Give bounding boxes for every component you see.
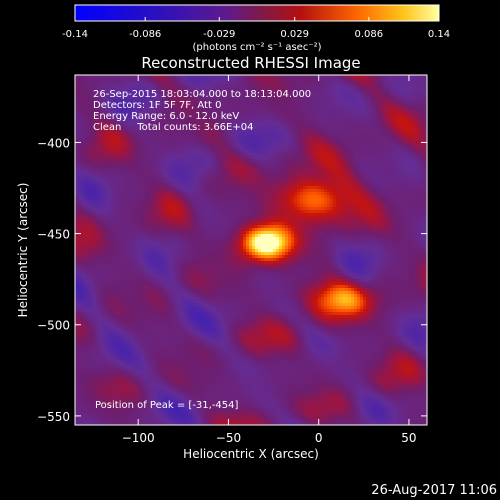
y-tick-label: −550 — [37, 410, 70, 424]
axes: −100 −50 0 50−400−450−500−550 — [37, 75, 427, 445]
y-tick-label: −450 — [37, 228, 70, 242]
y-tick-label: −500 — [37, 319, 70, 333]
info-block: 26-Sep-2015 18:03:04.000 to 18:13:04.000… — [93, 89, 311, 133]
y-tick-label: −400 — [37, 136, 70, 150]
x-tick-label: −100 — [122, 431, 155, 445]
x-axis-label: Heliocentric X (arcsec) — [183, 447, 319, 461]
colorbar-ticks: -0.14 -0.086 -0.029 0.029 0.086 0.14 — [62, 17, 450, 40]
heatmap-image — [75, 75, 427, 425]
colorbar-tick-label: 0.14 — [428, 29, 450, 40]
footer-timestamp: 26-Aug-2017 11:06 — [371, 483, 497, 498]
colorbar-tick-label: 0.086 — [354, 29, 383, 40]
colorbar-tick-label: -0.14 — [62, 29, 88, 40]
colorbar — [74, 4, 440, 22]
info-clean-counts: Clean Total counts: 3.66E+04 — [93, 122, 253, 133]
colorbar-tick-label: -0.029 — [203, 29, 235, 40]
info-energy-range: Energy Range: 6.0 - 12.0 keV — [93, 111, 239, 122]
colorbar-tick-label: 0.029 — [280, 29, 309, 40]
colorbar-tick-label: -0.086 — [129, 29, 161, 40]
chart-title: Reconstructed RHESSI Image — [141, 54, 360, 72]
x-tick-label: −50 — [216, 431, 241, 445]
y-axis-label: Heliocentric Y (arcsec) — [16, 183, 30, 318]
plot-frame — [74, 74, 428, 426]
x-tick-label: 50 — [401, 431, 416, 445]
info-time-range: 26-Sep-2015 18:03:04.000 to 18:13:04.000 — [93, 89, 311, 100]
colorbar-unit-label: (photons cm⁻² s⁻¹ asec⁻²) — [192, 42, 321, 53]
peak-position-label: Position of Peak = [-31,-454] — [95, 400, 239, 411]
info-detectors: Detectors: 1F 5F 7F, Att 0 — [93, 100, 221, 111]
x-tick-label: 0 — [315, 431, 323, 445]
